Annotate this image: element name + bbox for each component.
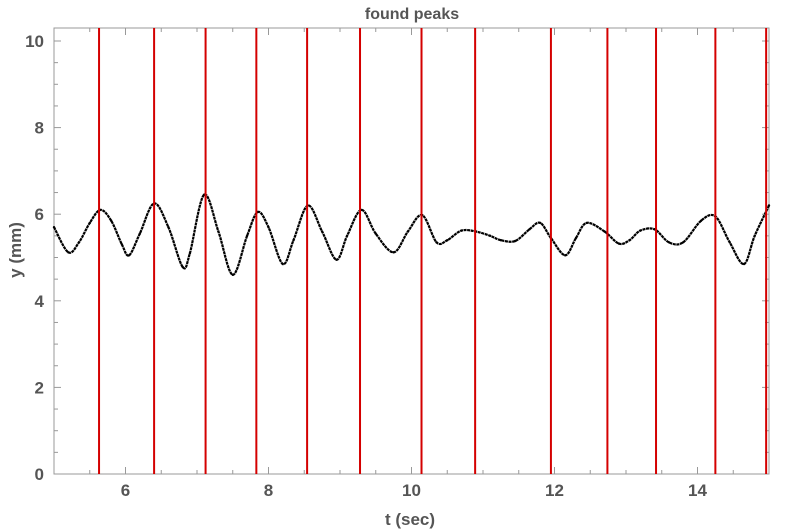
x-tick-label: 14 <box>688 481 707 500</box>
signal-point <box>628 239 631 242</box>
signal-point <box>167 226 170 229</box>
signal-point <box>488 234 492 237</box>
signal-point <box>281 262 284 266</box>
signal-point <box>574 236 578 240</box>
x-axis-title: t (sec) <box>385 510 435 529</box>
signal-point <box>528 228 531 231</box>
y-tick-label: 2 <box>35 378 44 397</box>
signal-point <box>460 229 463 232</box>
signal-point <box>188 252 192 255</box>
plot-area: 6 8 10 12 14 0 2 4 6 8 10 <box>25 27 771 500</box>
y-tick-label: 8 <box>35 119 44 138</box>
plot-frame <box>53 27 770 475</box>
signal-point <box>217 230 220 233</box>
signal-point <box>181 265 184 269</box>
y-tick-label: 0 <box>35 465 44 484</box>
x-tick-label: 10 <box>402 481 421 500</box>
signal-point <box>110 219 113 222</box>
signal-point <box>245 234 249 237</box>
signal-point <box>742 262 746 266</box>
signal-point <box>335 258 338 261</box>
x-tick-label: 6 <box>121 481 130 500</box>
signal-point <box>406 230 410 233</box>
signal-point <box>374 232 377 235</box>
chart-title: found peaks <box>365 6 459 23</box>
x-tick-label: 12 <box>545 481 564 500</box>
signal-point <box>539 221 542 225</box>
signal-point <box>499 239 503 242</box>
signal-point <box>67 251 70 254</box>
signal-point <box>52 226 56 229</box>
x-tick-label: 8 <box>264 481 273 500</box>
y-axis-title: y (mm) <box>6 222 25 278</box>
signal-point <box>603 230 606 233</box>
signal-point <box>138 232 141 235</box>
y-tick-label: 6 <box>35 205 44 224</box>
signal-point <box>435 241 438 244</box>
signal-point <box>345 234 349 237</box>
signal-point <box>682 241 685 244</box>
signal-point <box>728 241 731 244</box>
signal-point <box>320 230 324 233</box>
y-tick-label: 10 <box>25 32 44 51</box>
signal-point <box>127 254 131 257</box>
signal-point <box>231 273 234 276</box>
signal-point <box>585 221 588 225</box>
signal-point <box>699 219 703 222</box>
signal-point <box>564 254 567 257</box>
signal-point <box>267 226 270 229</box>
signal-point <box>617 242 621 245</box>
signal-line <box>53 193 770 276</box>
signal-point <box>120 243 124 246</box>
signal-point <box>88 221 92 225</box>
signal-point <box>392 251 395 254</box>
signal-point <box>753 234 756 237</box>
signal-point <box>514 239 517 243</box>
signal-point <box>767 204 771 207</box>
signal-point <box>446 239 449 242</box>
signal-point <box>292 239 295 242</box>
signal-point <box>667 241 671 244</box>
signal-point <box>77 241 81 244</box>
y-tick-label: 4 <box>35 292 45 311</box>
signal-point <box>639 229 642 232</box>
